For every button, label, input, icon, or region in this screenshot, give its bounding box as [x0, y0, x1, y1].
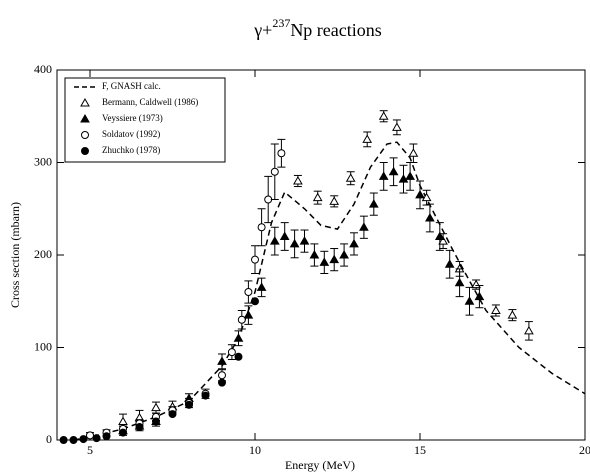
data-point	[270, 167, 279, 176]
data-point	[329, 254, 340, 264]
x-tick-label: 20	[579, 443, 590, 457]
x-tick-label: 15	[414, 443, 426, 457]
title-prefix: γ+	[253, 20, 272, 40]
data-point	[507, 310, 518, 319]
data-point	[425, 212, 435, 222]
data-point	[269, 236, 280, 245]
legend-marker	[80, 97, 90, 107]
data-point	[524, 325, 534, 335]
data-point	[309, 249, 320, 259]
legend-box	[64, 77, 226, 163]
data-point	[218, 378, 226, 387]
data-point	[434, 231, 445, 240]
data-point	[152, 417, 160, 426]
data-point	[277, 149, 286, 158]
y-tick-label: 300	[34, 154, 52, 168]
legend-label: Bermann, Caldwell (1986)	[102, 97, 198, 107]
data-point	[312, 192, 323, 202]
data-point	[243, 310, 254, 319]
legend-label: Soldatov (1992)	[102, 129, 160, 139]
data-point	[251, 255, 259, 264]
data-point	[474, 291, 485, 301]
data-point	[408, 148, 419, 157]
data-point	[79, 435, 88, 444]
data-point	[349, 238, 359, 248]
title-superscript: 237	[272, 16, 290, 30]
data-point	[421, 192, 432, 202]
data-point	[405, 171, 415, 180]
gnash-line	[73, 141, 586, 441]
data-point	[464, 296, 475, 305]
data-point	[388, 166, 399, 176]
data-point	[233, 333, 244, 342]
y-tick-label: 0	[46, 432, 52, 446]
data-point	[227, 348, 236, 357]
data-point	[359, 222, 369, 231]
data-point	[378, 171, 389, 180]
data-point	[135, 423, 144, 432]
data-point	[218, 371, 226, 380]
data-point	[59, 436, 68, 444]
data-point	[217, 356, 227, 365]
data-point	[86, 431, 94, 440]
legend-marker	[80, 113, 90, 123]
data-point	[102, 432, 111, 441]
data-point	[319, 257, 330, 266]
data-point	[339, 249, 349, 259]
data-point	[289, 238, 300, 248]
legend-label: Veyssiere (1973)	[102, 113, 163, 123]
y-axis-label: Cross section (mbarn)	[8, 202, 22, 308]
data-point	[299, 236, 310, 245]
data-point	[279, 231, 290, 240]
legend-marker	[81, 147, 89, 155]
data-point	[345, 173, 356, 182]
data-point	[244, 288, 253, 296]
data-point	[415, 189, 425, 199]
data-point	[201, 391, 210, 400]
data-point	[392, 122, 402, 131]
data-point	[444, 259, 455, 268]
chart-title: γ+237Np reactions	[253, 16, 382, 40]
data-point	[168, 410, 177, 419]
data-point	[329, 196, 340, 205]
data-point	[69, 436, 78, 444]
y-tick-label: 400	[34, 62, 52, 76]
y-tick-label: 100	[34, 339, 52, 353]
legend-label: F, GNASH calc.	[102, 81, 161, 91]
title-suffix: Np reactions	[290, 20, 381, 40]
data-point	[251, 297, 259, 306]
data-point	[362, 134, 373, 143]
x-axis-label: Energy (MeV)	[285, 458, 355, 472]
data-point	[119, 428, 127, 437]
legend-marker	[81, 131, 89, 139]
data-point	[257, 223, 266, 232]
data-point	[92, 434, 101, 443]
data-point	[368, 199, 379, 208]
legend-label: Zhuchko (1978)	[102, 145, 160, 155]
data-point	[237, 315, 246, 324]
y-tick-label: 200	[34, 247, 52, 261]
data-point	[378, 111, 389, 120]
data-point	[256, 282, 267, 291]
data-point	[293, 175, 303, 185]
x-tick-label: 10	[249, 443, 261, 457]
data-point	[118, 416, 128, 425]
data-point	[454, 277, 465, 287]
data-point	[264, 195, 273, 204]
data-point	[491, 305, 501, 314]
data-point	[398, 174, 409, 183]
x-tick-label: 5	[87, 443, 93, 457]
data-point	[185, 400, 193, 409]
data-point	[438, 236, 448, 245]
data-point	[234, 352, 243, 361]
data-point	[151, 402, 161, 412]
